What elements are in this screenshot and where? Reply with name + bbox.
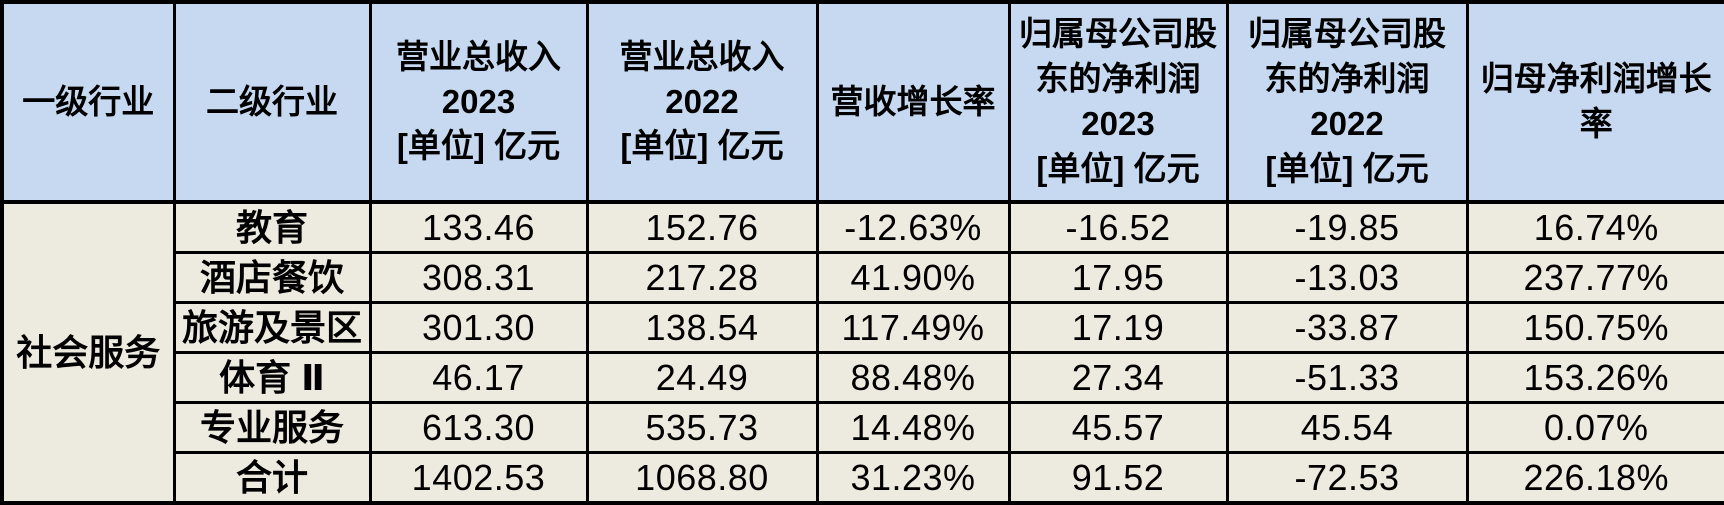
table-cell: 91.52 [1007, 451, 1229, 505]
table-row-sports: 体育 Ⅱ 46.17 24.49 88.48% 27.34 -51.33 153… [2, 351, 1724, 404]
table-row-tourism: 旅游及景区 301.30 138.54 117.49% 17.19 -33.87… [2, 301, 1724, 354]
table-cell: 535.73 [585, 401, 819, 454]
header-cell-secondary-industry: 二级行业 [172, 0, 372, 204]
table-cell: 16.74% [1465, 200, 1724, 254]
header-cell-primary-industry: 一级行业 [0, 0, 176, 204]
table-cell: 1402.53 [368, 451, 589, 505]
table-row-total: 合计 1402.53 1068.80 31.23% 91.52 -72.53 2… [2, 451, 1724, 505]
table-cell: 45.57 [1007, 401, 1229, 454]
table-cell: 27.34 [1007, 351, 1229, 404]
header-cell-net-profit-2023: 归属母公司股 东的净利润 2023 [单位] 亿元 [1007, 0, 1229, 204]
secondary-industry-cell: 专业服务 [172, 401, 372, 454]
table-cell: -13.03 [1225, 251, 1469, 304]
header-cell-revenue-growth: 营收增长率 [815, 0, 1011, 204]
secondary-industry-cell: 体育 Ⅱ [172, 351, 372, 404]
table-cell: 17.95 [1007, 251, 1229, 304]
table-row-professional-services: 专业服务 613.30 535.73 14.48% 45.57 45.54 0.… [2, 401, 1724, 454]
table-cell: 308.31 [368, 251, 589, 304]
table-cell: 152.76 [585, 200, 819, 254]
secondary-industry-cell: 酒店餐饮 [172, 251, 372, 304]
table-cell: 88.48% [815, 351, 1011, 404]
table-cell: 24.49 [585, 351, 819, 404]
table-cell: -19.85 [1225, 200, 1469, 254]
table-cell: 46.17 [368, 351, 589, 404]
table-cell: 133.46 [368, 200, 589, 254]
table-cell: 153.26% [1465, 351, 1724, 404]
table-cell: -33.87 [1225, 301, 1469, 354]
table-cell: 150.75% [1465, 301, 1724, 354]
table-cell: 117.49% [815, 301, 1011, 354]
header-cell-net-profit-growth: 归母净利润增长 率 [1465, 0, 1724, 204]
table-cell: 1068.80 [585, 451, 819, 505]
table-cell: 0.07% [1465, 401, 1724, 454]
table-cell: -51.33 [1225, 351, 1469, 404]
header-cell-revenue-2023: 营业总收入 2023 [单位] 亿元 [368, 0, 589, 204]
table-row-hotel-catering: 酒店餐饮 308.31 217.28 41.90% 17.95 -13.03 2… [2, 251, 1724, 304]
table-cell: 217.28 [585, 251, 819, 304]
header-cell-net-profit-2022: 归属母公司股 东的净利润 2022 [单位] 亿元 [1225, 0, 1469, 204]
table-cell: 237.77% [1465, 251, 1724, 304]
table-cell: 613.30 [368, 401, 589, 454]
table-row-education: 社会服务 教育 133.46 152.76 -12.63% -16.52 -19… [0, 200, 1724, 505]
table-cell: 45.54 [1225, 401, 1469, 454]
primary-industry-cell: 社会服务 [0, 200, 176, 505]
secondary-industry-cell: 合计 [172, 451, 372, 505]
secondary-industry-cell: 教育 [172, 200, 372, 254]
table-cell: 17.19 [1007, 301, 1229, 354]
table-cell: 14.48% [815, 401, 1011, 454]
header-row: 一级行业 二级行业 营业总收入 2023 [单位] 亿元 营业总收入 2022 … [0, 0, 1724, 204]
table-cell: 41.90% [815, 251, 1011, 304]
table-cell: 226.18% [1465, 451, 1724, 505]
table-cell: -12.63% [815, 200, 1011, 254]
table-cell: 301.30 [368, 301, 589, 354]
table-cell: -16.52 [1007, 200, 1229, 254]
table-cell: 31.23% [815, 451, 1011, 505]
table-cell: 138.54 [585, 301, 819, 354]
header-cell-revenue-2022: 营业总收入 2022 [单位] 亿元 [585, 0, 819, 204]
secondary-industry-cell: 旅游及景区 [172, 301, 372, 354]
table-cell: -72.53 [1225, 451, 1469, 505]
